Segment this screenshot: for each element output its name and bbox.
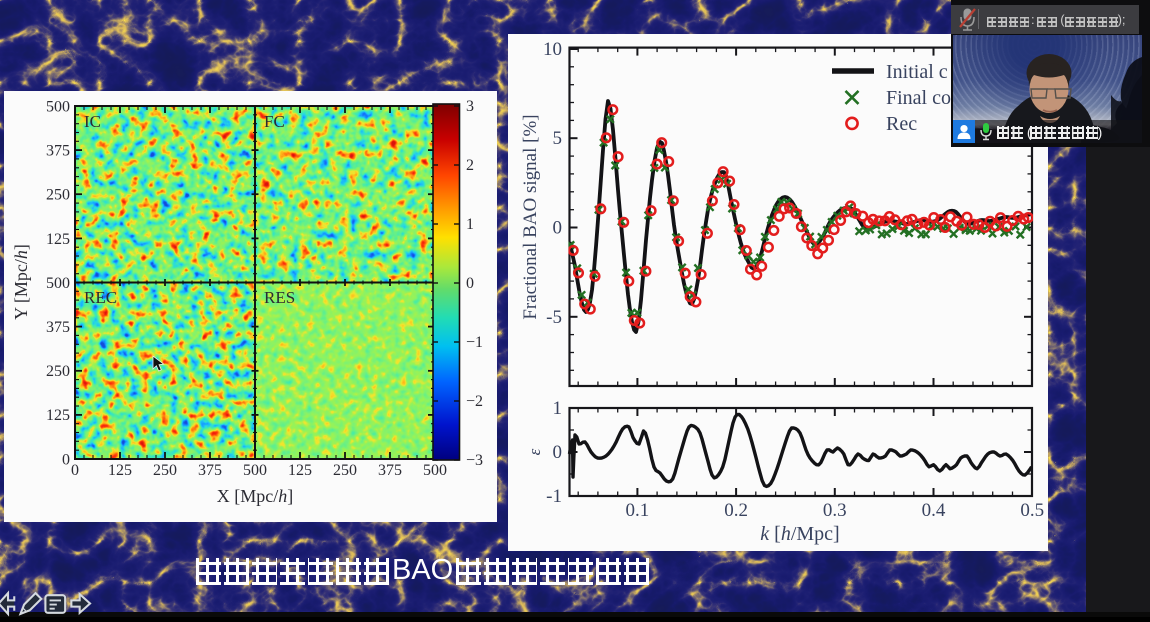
svg-text:500: 500: [46, 99, 70, 116]
svg-text:0.5: 0.5: [1020, 500, 1044, 521]
svg-text:IC: IC: [84, 112, 101, 131]
svg-text:500: 500: [423, 462, 447, 479]
svg-text:250: 250: [46, 363, 70, 380]
svg-text:5: 5: [553, 128, 563, 149]
svg-text:375: 375: [46, 143, 70, 160]
svg-text:250: 250: [153, 462, 177, 479]
svg-text:3: 3: [466, 98, 474, 115]
svg-text:375: 375: [46, 319, 70, 336]
svg-text:0.3: 0.3: [823, 500, 847, 521]
svg-text:ε: ε: [525, 448, 544, 455]
svg-text:125: 125: [46, 407, 70, 424]
svg-text:Final co: Final co: [886, 87, 951, 109]
svg-text:0: 0: [553, 442, 563, 463]
svg-text:Rec: Rec: [886, 113, 917, 135]
svg-text:−2: −2: [466, 393, 483, 410]
svg-text:Y [Mpc/h]: Y [Mpc/h]: [11, 244, 31, 320]
svg-text:1: 1: [553, 398, 563, 419]
svg-text:0.4: 0.4: [922, 500, 946, 521]
svg-text:Initial c: Initial c: [886, 61, 948, 83]
svg-text:Fractional BAO signal [%]: Fractional BAO signal [%]: [520, 114, 541, 319]
svg-text:125: 125: [108, 462, 132, 479]
svg-text:REC: REC: [84, 288, 117, 307]
svg-text:125: 125: [46, 231, 70, 248]
svg-text:FC: FC: [264, 112, 285, 131]
svg-text:−1: −1: [466, 334, 483, 351]
svg-text:375: 375: [378, 462, 402, 479]
svg-text:-5: -5: [546, 307, 562, 328]
svg-text:125: 125: [288, 462, 312, 479]
svg-text:250: 250: [46, 187, 70, 204]
svg-text:500: 500: [243, 462, 267, 479]
svg-text:375: 375: [198, 462, 222, 479]
svg-text:0.1: 0.1: [626, 500, 650, 521]
svg-text:1: 1: [466, 216, 474, 233]
svg-text:−3: −3: [466, 452, 483, 469]
svg-text:-1: -1: [546, 486, 562, 507]
svg-text:10: 10: [543, 39, 562, 60]
svg-text:500: 500: [46, 275, 70, 292]
svg-text:X [Mpc/h]: X [Mpc/h]: [217, 486, 294, 506]
svg-text:0: 0: [71, 462, 79, 479]
svg-text:250: 250: [333, 462, 357, 479]
svg-text:k [h/Mpc]: k [h/Mpc]: [760, 523, 839, 545]
svg-text:0: 0: [466, 275, 474, 292]
svg-text:2: 2: [466, 157, 474, 174]
svg-text:0: 0: [62, 451, 70, 468]
svg-text:RES: RES: [264, 288, 295, 307]
svg-text:0: 0: [553, 218, 563, 239]
svg-text:0.2: 0.2: [724, 500, 748, 521]
